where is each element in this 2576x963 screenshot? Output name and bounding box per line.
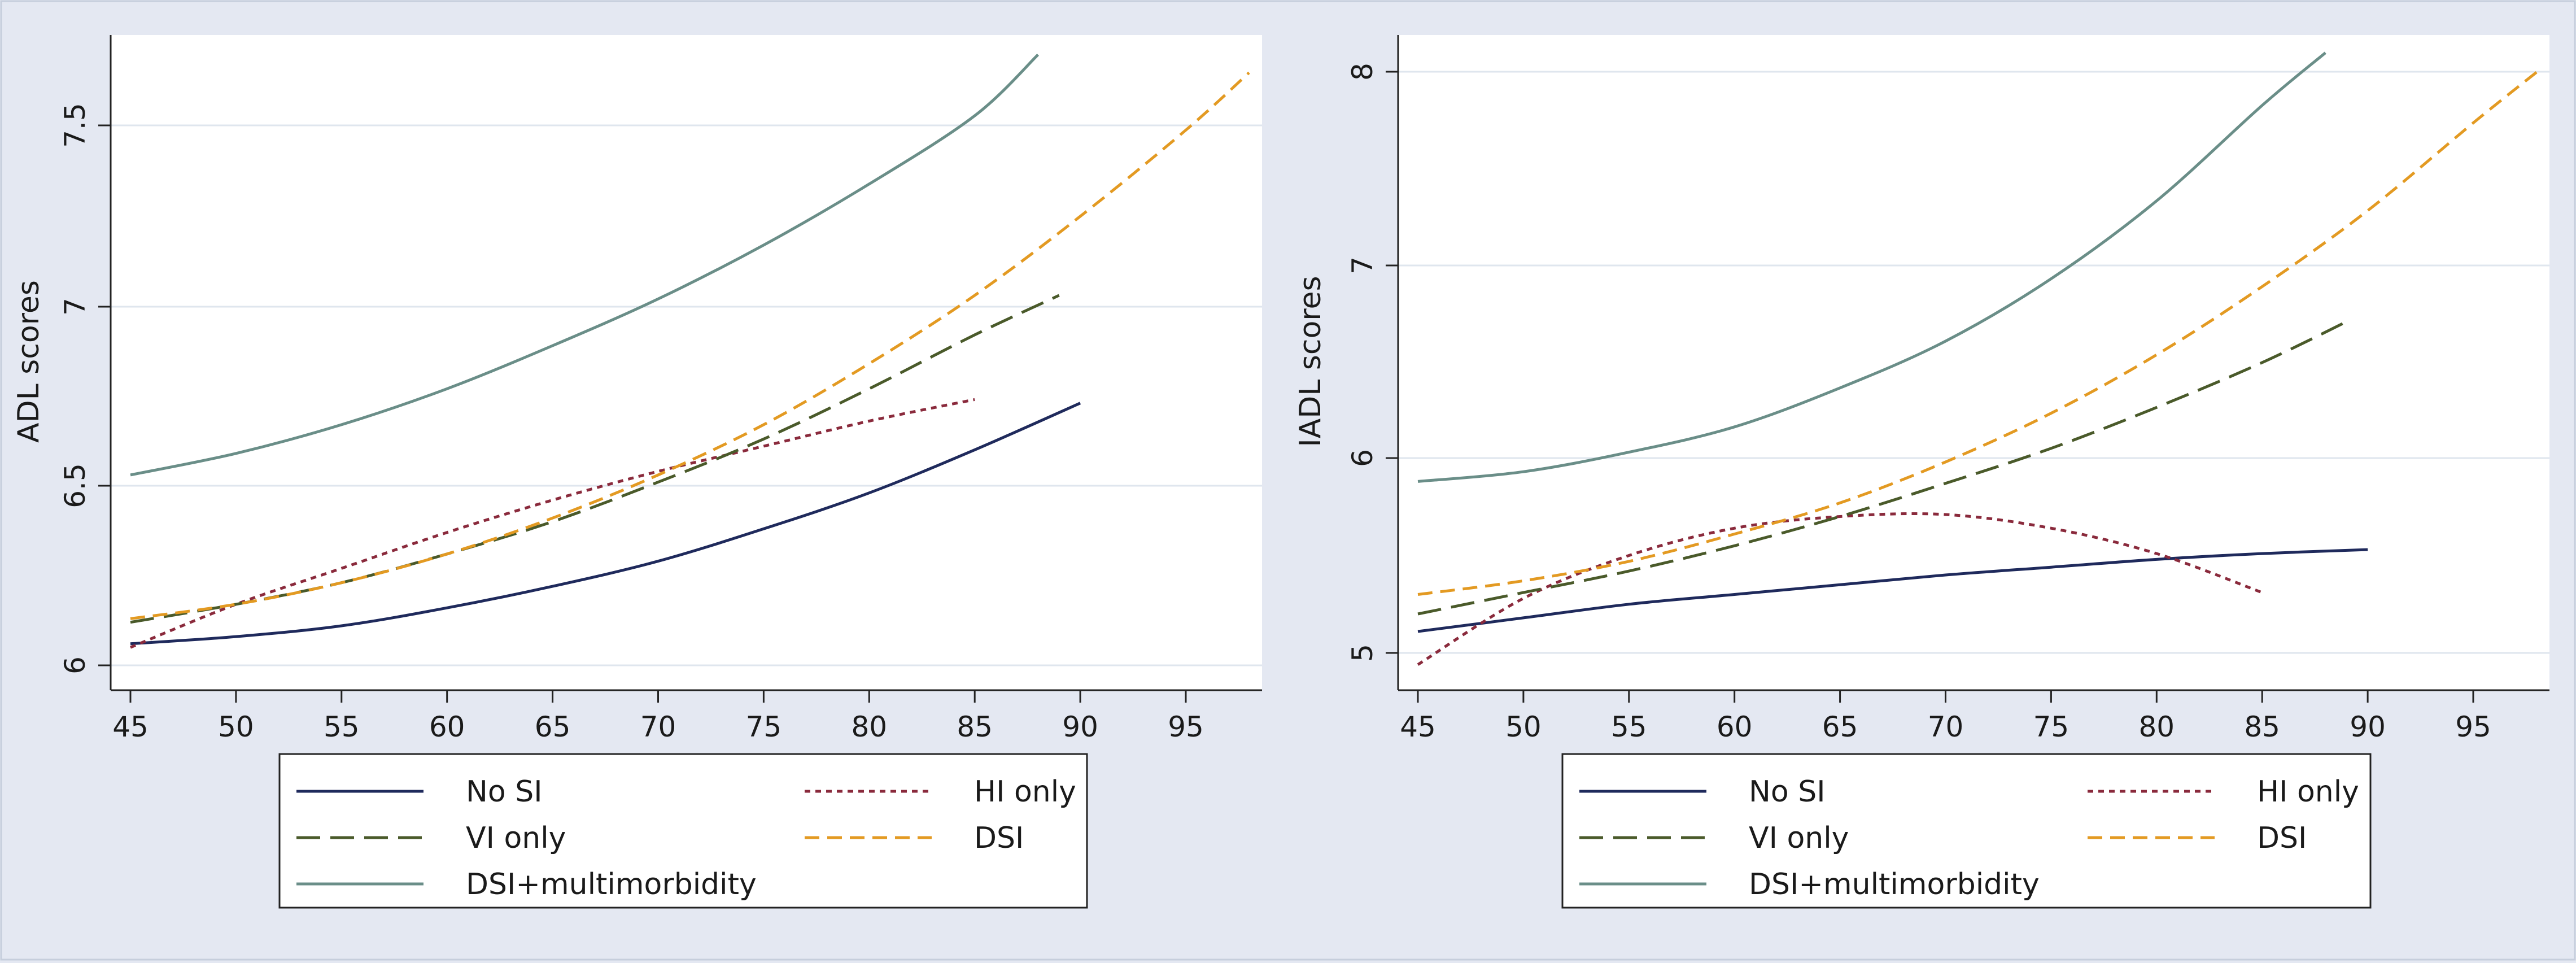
legend-label-no-si: No SI xyxy=(1749,775,1826,809)
x-tick-label: 85 xyxy=(957,711,993,743)
series-line-no-si xyxy=(1417,548,2368,633)
series-line-dsi-multimorbidity xyxy=(1417,51,2326,483)
x-tick-label: 75 xyxy=(2033,711,2069,743)
x-tick-label: 90 xyxy=(2350,711,2386,743)
x-tick-label: 70 xyxy=(640,711,676,743)
y-tick-label: 6.5 xyxy=(59,463,91,508)
series-line-vi-only xyxy=(1417,320,2347,616)
x-tick-label: 80 xyxy=(851,711,887,743)
series-line-no-si xyxy=(130,402,1081,646)
legend-label-hi-only: HI only xyxy=(974,775,1076,809)
x-tick-label: 65 xyxy=(1822,711,1858,743)
series-line-hi-only xyxy=(130,398,975,649)
y-axis-title: IADL scores xyxy=(1294,276,1328,447)
x-tick-label: 70 xyxy=(1928,711,1964,743)
legend-label-dsi: DSI xyxy=(2257,821,2307,855)
x-tick-label: 60 xyxy=(429,711,465,743)
legend-label-dsi: DSI xyxy=(974,821,1024,855)
x-tick-label: 85 xyxy=(2244,711,2280,743)
y-tick-label: 6 xyxy=(1346,449,1379,467)
legend-label-no-si: No SI xyxy=(466,775,543,809)
x-tick-label: 50 xyxy=(218,711,254,743)
legend-box xyxy=(1561,753,2372,909)
series-line-dsi-multimorbidity xyxy=(130,53,1040,477)
series-line-dsi xyxy=(1417,71,2538,596)
legend-box xyxy=(278,753,1088,909)
series-line-dsi xyxy=(130,71,1250,620)
plot-area xyxy=(1398,35,2549,690)
chart-panel-2: 5 6 7 8 IADL scores 45 50 55 60 65 70 75 80 85 90 95 No … xyxy=(1294,35,2549,909)
chart-panel-1: 6 6.5 7 7.5 ADL scores 45 50 55 60 65 70 75 80 85 90 95… xyxy=(12,35,1262,909)
x-tick-label: 75 xyxy=(746,711,782,743)
x-tick-label: 55 xyxy=(1611,711,1647,743)
y-tick-label: 6 xyxy=(59,656,91,674)
series-line-hi-only xyxy=(1417,512,2263,666)
x-tick-label: 50 xyxy=(1505,711,1542,743)
x-tick-label: 95 xyxy=(1168,711,1204,743)
series-line-vi-only xyxy=(130,294,1060,624)
x-tick-label: 95 xyxy=(2455,711,2491,743)
legend-label-vi-only: VI only xyxy=(466,821,566,855)
y-axis-title: ADL scores xyxy=(12,280,46,443)
x-tick-label: 80 xyxy=(2138,711,2175,743)
y-tick-label: 5 xyxy=(1346,644,1379,662)
legend-label-vi-only: VI only xyxy=(1749,821,1849,855)
x-tick-label: 60 xyxy=(1717,711,1753,743)
x-tick-label: 90 xyxy=(1062,711,1098,743)
x-tick-label: 45 xyxy=(1400,711,1436,743)
legend-label-hi-only: HI only xyxy=(2257,775,2359,809)
x-tick-label: 65 xyxy=(535,711,571,743)
y-tick-label: 7.5 xyxy=(59,103,91,148)
legend-label-dsi-multimorbidity: DSI+multimorbidity xyxy=(1749,868,2040,901)
x-tick-label: 45 xyxy=(112,711,149,743)
x-tick-label: 55 xyxy=(324,711,360,743)
plot-area xyxy=(111,35,1262,690)
legend-label-dsi-multimorbidity: DSI+multimorbidity xyxy=(466,868,757,901)
y-tick-label: 7 xyxy=(59,298,91,316)
y-tick-label: 7 xyxy=(1346,256,1379,274)
y-tick-label: 8 xyxy=(1346,63,1379,81)
